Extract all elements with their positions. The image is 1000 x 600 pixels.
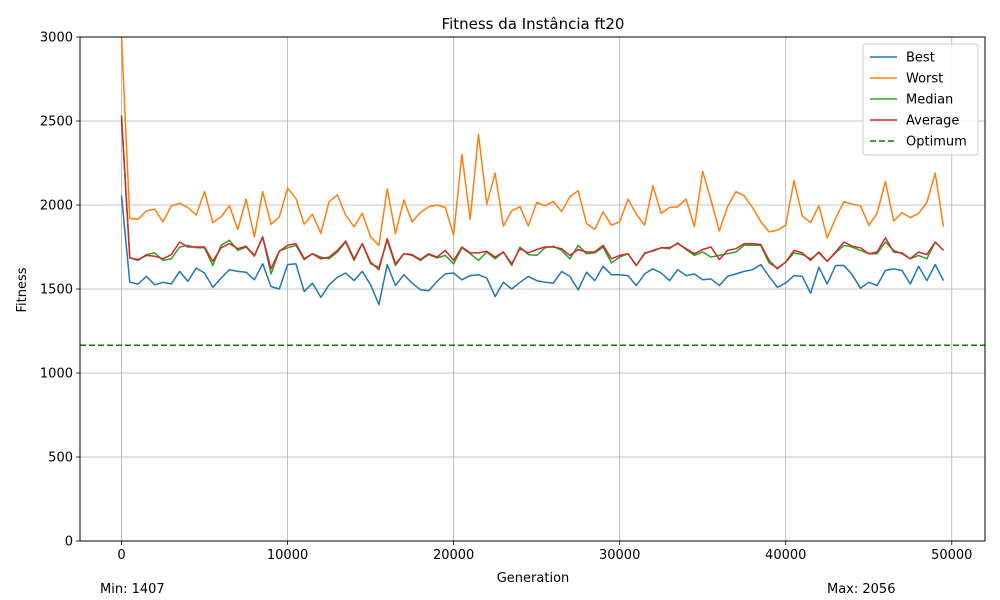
series-line-worst [120, 36, 945, 247]
legend-label-worst: Worst [906, 72, 943, 87]
legend-label-average: Average [906, 114, 959, 129]
series-line-median [120, 115, 945, 275]
x-axis-label: Generation [497, 571, 570, 586]
x-tick-label: 40000 [765, 548, 806, 563]
tick-layer: 0 10000 20000 30000 40000 50000 0 500 1000 1500 20… [40, 31, 973, 564]
y-tick-label: 3000 [40, 31, 73, 46]
x-tick-label: 30000 [599, 548, 640, 563]
y-tick-label: 1500 [40, 283, 73, 298]
series-layer [80, 36, 985, 347]
chart-title: Fitness da Instância ft20 [442, 15, 625, 33]
x-tick-label: 20000 [433, 548, 474, 563]
legend-label-optimum: Optimum [906, 135, 967, 150]
y-axis-label: Fitness [15, 267, 30, 312]
legend-label-median: Median [906, 93, 953, 108]
max-fitness-note: Max: 2056 [827, 582, 896, 597]
x-tick-label: 10000 [267, 548, 308, 563]
y-tick-label: 0 [65, 535, 73, 550]
x-tick-label: 0 [117, 548, 125, 563]
series-line-average [120, 117, 945, 271]
y-tick-label: 1000 [40, 367, 73, 382]
legend-label-best: Best [906, 51, 935, 66]
series-line-best [120, 195, 945, 306]
y-tick-label: 500 [48, 451, 73, 466]
y-tick-label: 2500 [40, 115, 73, 130]
x-tick-label: 50000 [931, 548, 972, 563]
grid-layer [80, 36, 985, 542]
legend-box [862, 43, 979, 156]
plot-frame [79, 36, 986, 542]
legend: Best Worst Median Average Optimum [862, 43, 979, 156]
y-tick-label: 2000 [40, 199, 73, 214]
min-fitness-note: Min: 1407 [100, 582, 165, 597]
